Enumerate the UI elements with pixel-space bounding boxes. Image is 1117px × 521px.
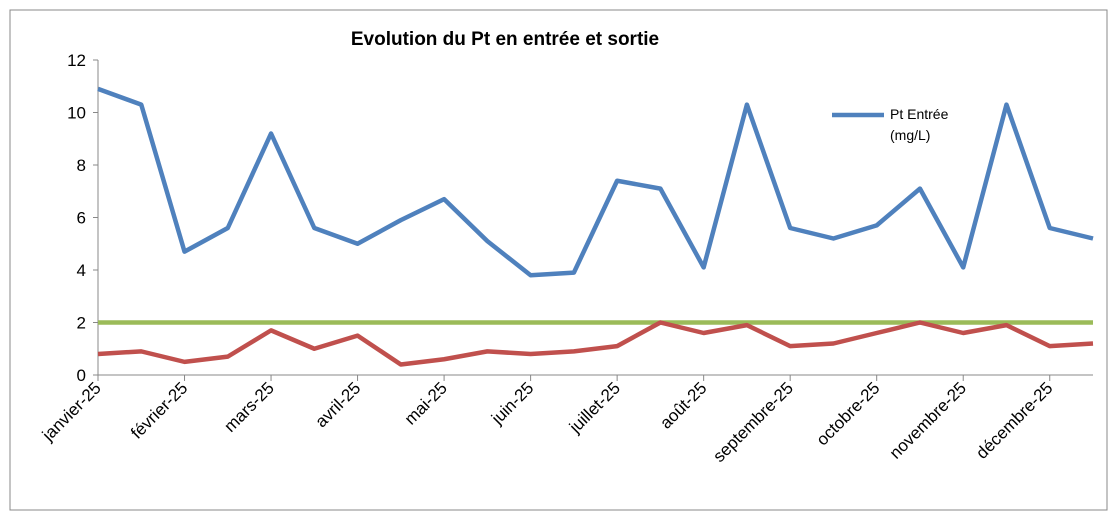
chart-title: Evolution du Pt en entrée et sortie — [351, 29, 659, 50]
series-line — [97, 320, 1094, 367]
y-tick-label: 0 — [77, 366, 86, 385]
y-tick-label: 10 — [67, 104, 86, 123]
chart-border — [9, 9, 1108, 511]
legend-label: Pt Entrée (mg/L) — [890, 106, 949, 143]
y-tick-label: 8 — [77, 156, 86, 175]
y-tick-label: 2 — [77, 314, 86, 333]
y-tick-label: 6 — [77, 209, 86, 228]
y-tick-label: 4 — [77, 261, 86, 280]
y-tick-label: 12 — [67, 51, 86, 70]
series-line — [97, 86, 1094, 278]
